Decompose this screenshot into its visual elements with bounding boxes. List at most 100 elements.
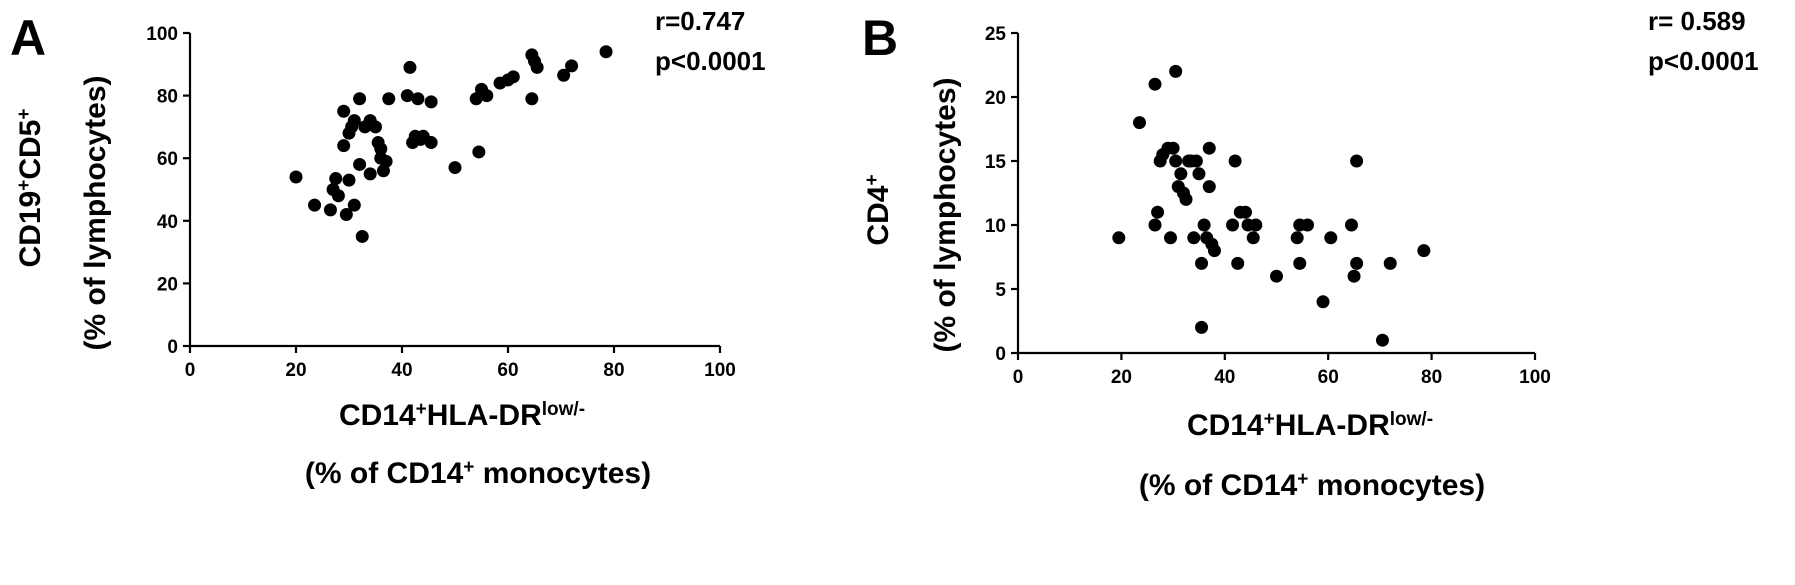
panel-a-data-point [308,198,322,212]
panel-a-stats: r=0.747 p<0.0001 [655,6,766,76]
panel-a-xlabel-main: CD14 [339,399,416,432]
panel-a-xlabel-line2-sup: + [463,457,474,478]
panel-b-x-tick-label: 100 [1519,367,1551,388]
panel-b-y-title-line2: (% of lymphocytes) [929,77,962,352]
panel-b-data-point [1207,244,1221,258]
panel-b-data-point [1197,218,1211,232]
panel-a-data-point [353,92,367,106]
panel-a-data-point [363,167,377,181]
panel-b-xlabel-sup1: + [1264,409,1275,430]
panel-a-y-tick-label: 100 [146,24,178,45]
panel-b-data-point [1179,192,1193,206]
panel-b-data-point [1238,205,1252,219]
panel-b-xlabel-sup2: low/- [1390,409,1433,430]
panel-b-data-point [1344,218,1358,232]
panel-a-xlabel-mid: HLA-DR [427,399,542,432]
panel-a-y-tick-label: 60 [157,149,178,170]
panel-b-stats: r= 0.589 p<0.0001 [1648,6,1759,76]
panel-a-y-tick-label: 80 [157,87,178,108]
panel-a-data-point [403,60,417,74]
panel-a-plot-area: 0 20 40 60 80 100 0 20 40 60 80 100 [146,24,736,381]
panel-a-xlabel-sup2: low/- [542,399,585,420]
panel-a-r-value: r=0.747 [655,6,745,36]
panel-a-data-point [530,60,544,74]
panel-a-data-point [347,114,361,128]
panel-a-x-tick-label: 60 [497,360,518,381]
panel-a-data-point [329,172,343,186]
panel-b-y-tick-label: 10 [985,216,1006,237]
panel-b-x-title-line2: (% of CD14+ monocytes) [1139,469,1485,503]
panel-b-r-value: r= 0.589 [1648,6,1746,36]
panel-a-data-point [374,142,388,156]
panel-b-xlabel-line2-a: (% of CD14 [1139,469,1298,502]
panel-b-y-tick-label: 0 [995,344,1006,365]
panel-b-xlabel-mid: HLA-DR [1275,409,1390,442]
panel-b-data-point [1166,141,1180,155]
panel-b-xlabel-line2-sup: + [1297,469,1308,490]
panel-a-ylabel-main: CD19 [14,191,47,268]
panel-a-data-point [599,45,613,59]
panel-a-data-point [565,59,579,73]
panel-a-y-tick-label: 20 [157,274,178,295]
panel-b-data-point [1231,256,1245,270]
panel-b-ylabel-sup1: + [862,174,883,185]
panel-a-letter: A [10,10,46,66]
panel-b-x-tick-label: 80 [1421,367,1442,388]
panel-b-ylabel-line2: (% of lymphocytes) [929,77,962,352]
panel-a-data-point [472,145,486,159]
panel-b-data-point [1383,256,1397,270]
panel-b-p-value: p<0.0001 [1648,46,1759,76]
panel-a-xlabel-sup1: + [416,399,427,420]
panel-b-data-point [1417,244,1431,258]
panel-b-data-point [1189,154,1203,168]
panel-b-data-point [1195,256,1209,270]
panel-a-data-point [411,92,425,106]
panel-a-x-tick-label: 20 [285,360,306,381]
panel-b-data-point [1192,167,1206,181]
panel-b: B 0 20 40 60 80 100 0 5 10 15 20 25 r= 0.589 p<0.00… [862,6,1759,502]
panel-b-data-point [1226,218,1240,232]
panel-a-data-point [323,203,337,217]
panel-b-data-point [1350,154,1364,168]
panel-a-x-title: CD14+HLA-DRlow/- [339,399,585,433]
panel-b-data-point [1290,231,1304,245]
panel-a-ylabel-sup2: + [14,109,35,120]
panel-b-data-point [1375,333,1389,347]
panel-b-xlabel-line2-b: monocytes) [1308,469,1485,502]
panel-a-ylabel-line2: (% of lymphocytes) [79,75,112,350]
panel-a-data-point [342,173,356,187]
panel-a-y-tick-label: 0 [167,337,178,358]
panel-a-data-point [382,92,396,106]
panel-a-y-title-line2: (% of lymphocytes) [79,75,112,350]
panel-b-data-point [1132,116,1146,130]
panel-b-letter: B [862,10,898,66]
panel-b-data-point [1169,154,1183,168]
panel-b-data-point [1169,64,1183,78]
panel-b-plot-area: 0 20 40 60 80 100 0 5 10 15 20 25 [985,24,1551,388]
svg-text:CD4+: CD4+ [862,174,896,245]
panel-a-data-point [369,120,382,134]
panel-a-xlabel-line2-b: monocytes) [474,457,651,490]
panel-b-x-tick-label: 40 [1214,367,1235,388]
panel-a-y-tick-label: 40 [157,212,178,233]
panel-a-data-point [347,198,361,212]
panel-a: A 0 20 40 60 80 100 0 20 40 60 80 100 r=0.747 p<0.0… [10,6,766,490]
panel-a-data-point [337,104,351,118]
panel-a-y-title: CD19+CD5+ [14,109,48,268]
panel-a-p-value: p<0.0001 [655,46,766,76]
panel-b-data-point [1202,141,1216,155]
panel-a-data-point [448,161,462,175]
panel-b-x-tick-label: 20 [1111,367,1132,388]
panel-a-data-point [400,89,414,103]
panel-a-x-tick-label: 40 [391,360,412,381]
panel-a-data-point [353,157,367,171]
panel-b-ylabel-main: CD4 [862,185,895,245]
panel-a-data-point [379,154,393,168]
panel-b-data-point [1151,205,1165,219]
panel-b-data-point [1350,256,1364,270]
panel-a-ylabel-sup1: + [14,180,35,191]
panel-b-data-point [1270,269,1283,283]
panel-a-x-tick-label: 0 [185,360,196,381]
panel-a-data-point [355,229,369,243]
